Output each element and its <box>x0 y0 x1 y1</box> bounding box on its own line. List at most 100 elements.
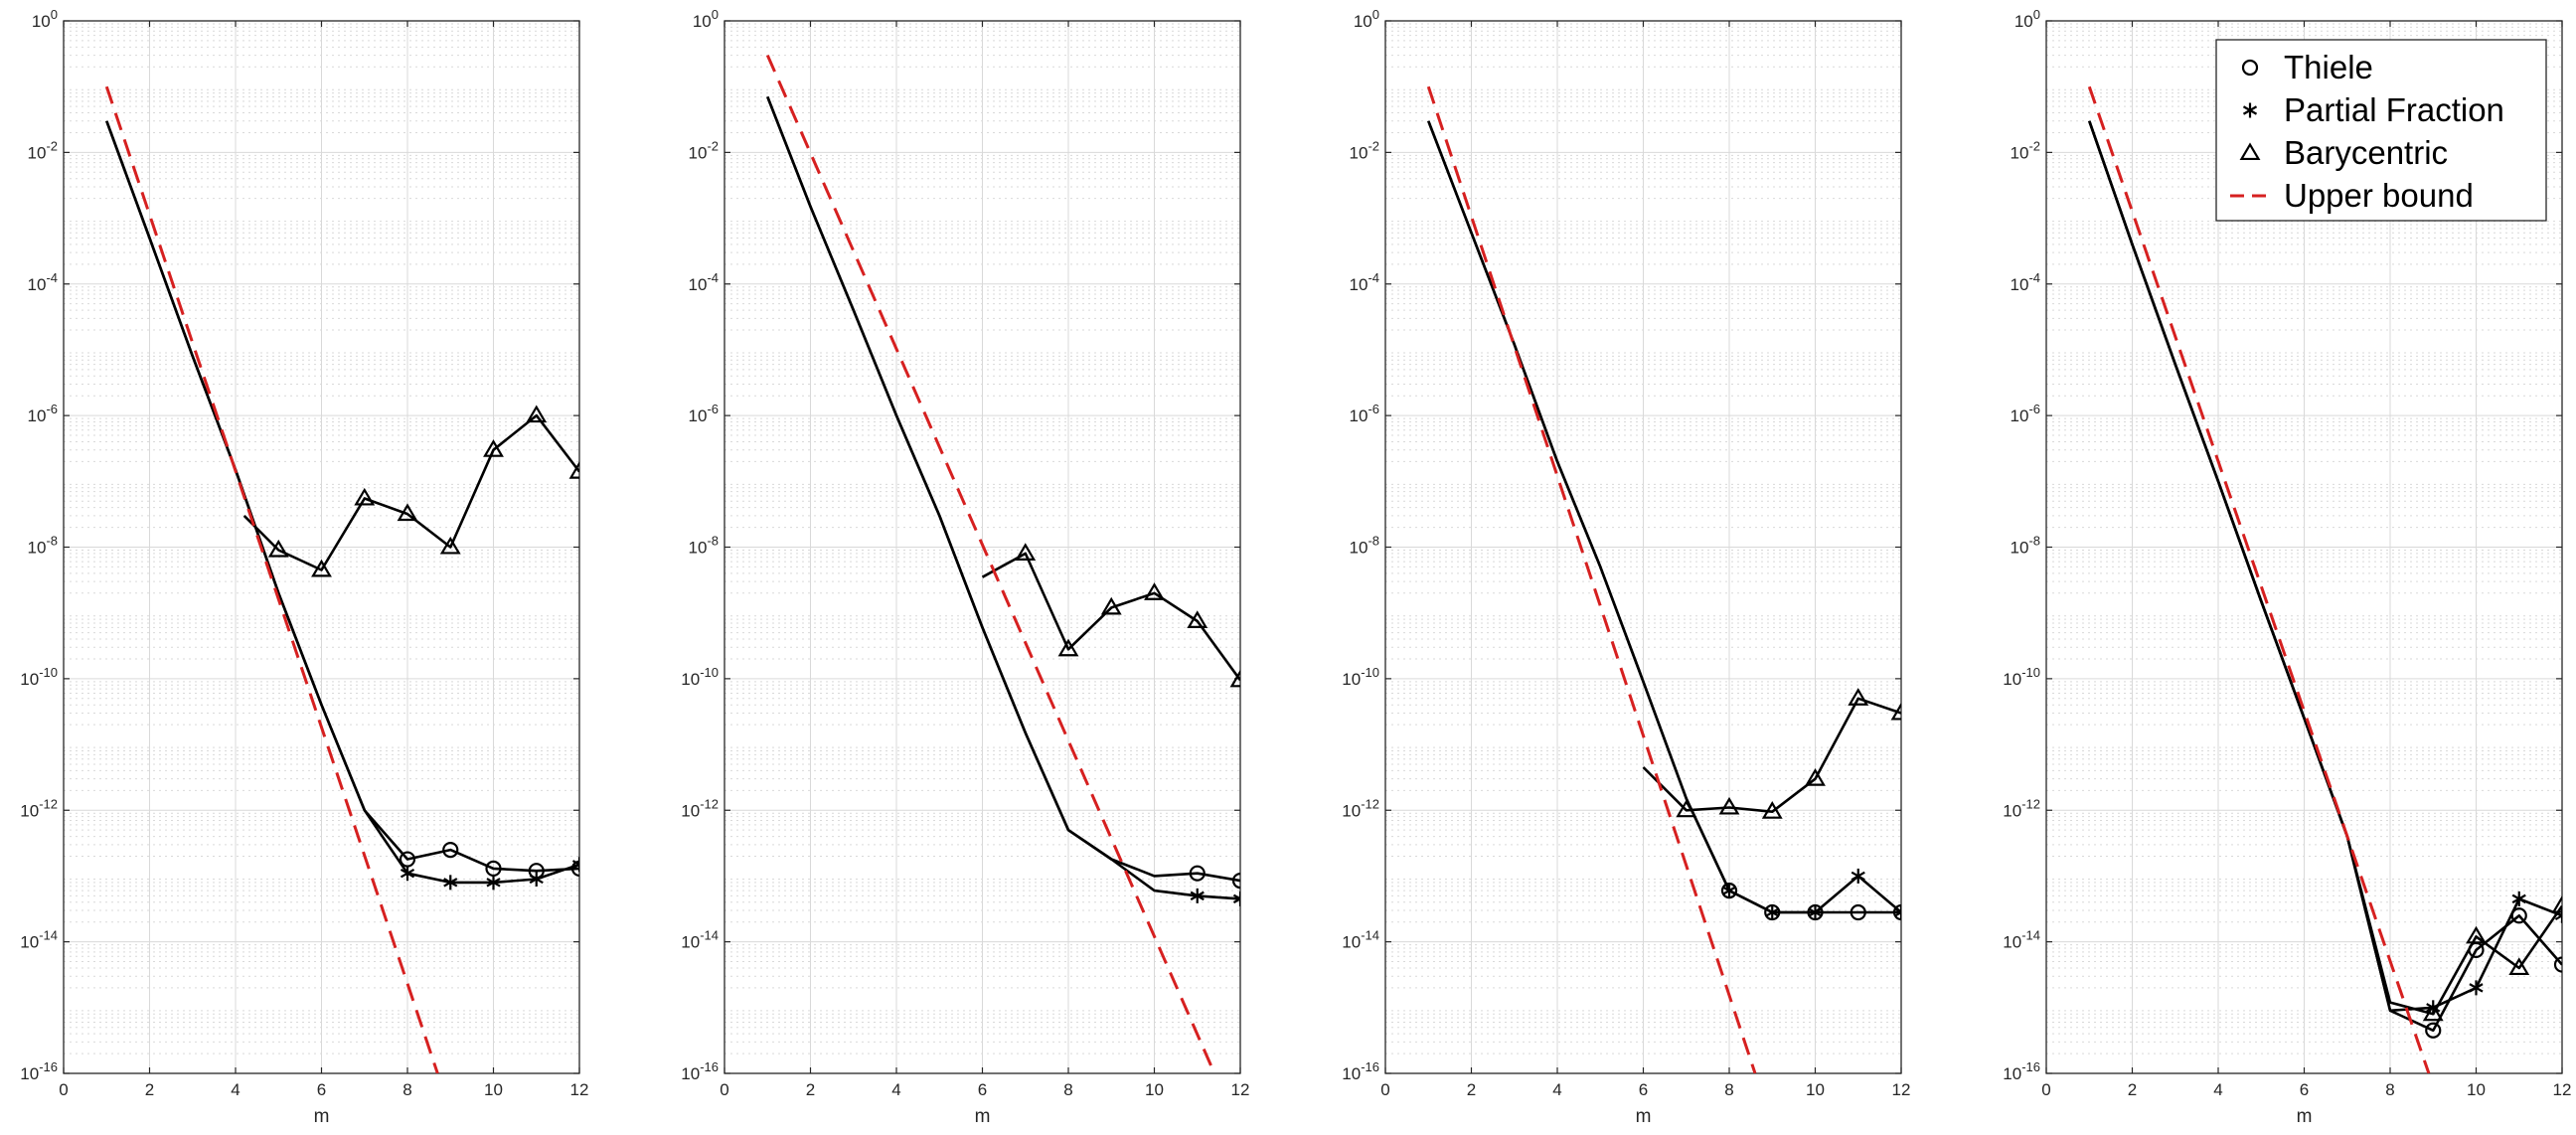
data-point-barycentric <box>1676 799 1697 818</box>
legend-item-barycentric: Barycentric <box>2239 134 2448 171</box>
data-point-barycentric <box>1187 610 1208 629</box>
y-tick-exponent: -14 <box>1361 928 1379 943</box>
asterisk-stroke <box>529 874 544 885</box>
legend-label: Barycentric <box>2284 134 2448 171</box>
data-point-thiele <box>1231 873 1240 890</box>
y-tick-exponent: -16 <box>700 1059 719 1074</box>
x-axis-label: m <box>314 1106 330 1127</box>
major-grid <box>724 20 1241 1074</box>
y-tick-exponent: -8 <box>707 534 719 549</box>
x-tick-label: 8 <box>2385 1080 2394 1099</box>
series-line-upper-bound <box>104 85 439 1073</box>
data-point-barycentric <box>1890 702 1901 721</box>
data-point-partial-fraction <box>1893 904 1901 920</box>
x-axis-label: m <box>975 1106 991 1127</box>
y-tick-exponent: -14 <box>700 928 719 943</box>
data-point-barycentric <box>1805 768 1826 786</box>
series-line-partial-fraction <box>766 95 1240 900</box>
asterisk-stroke <box>571 863 579 870</box>
data-point-thiele <box>1189 865 1206 882</box>
asterisk-stroke <box>486 878 501 888</box>
asterisk-stroke <box>1721 886 1737 895</box>
x-axis-label: m <box>2297 1106 2313 1127</box>
data-point-thiele <box>1850 903 1866 921</box>
y-tick-exponent: -6 <box>707 402 719 416</box>
x-tick-label: 8 <box>402 1080 411 1099</box>
asterisk-stroke <box>1893 907 1901 914</box>
series-group <box>765 54 1240 1073</box>
x-tick-label: 8 <box>1063 1080 1072 1099</box>
data-point-barycentric <box>2508 957 2530 976</box>
x-tick-label: 2 <box>1467 1080 1476 1099</box>
y-tick-exponent: -2 <box>1368 138 1379 153</box>
asterisk-stroke <box>443 878 458 888</box>
series-group <box>1426 85 1901 1073</box>
y-tick-exponent: -10 <box>700 665 719 680</box>
y-tick-exponent: -12 <box>1361 796 1379 811</box>
data-point-barycentric <box>1761 801 1783 819</box>
asterisk-stroke <box>1808 907 1823 917</box>
legend-label: Thiele <box>2284 49 2373 85</box>
asterisk-stroke <box>1232 897 1240 904</box>
asterisk-stroke <box>2554 914 2562 920</box>
x-tick-label: 2 <box>806 1080 815 1099</box>
data-point-partial-fraction <box>1232 891 1240 906</box>
series-line-upper-bound <box>765 54 1216 1073</box>
data-point-partial-fraction <box>1190 888 1205 903</box>
x-tick-label: 6 <box>2300 1080 2309 1099</box>
asterisk-stroke <box>1893 910 1901 917</box>
x-tick-label: 10 <box>484 1080 503 1099</box>
subplot-4: 0 2 4 6 8 10 1210-1610-1410-1210-1010-810-610-… <box>2003 7 2571 1127</box>
x-tick-label: 2 <box>145 1080 154 1099</box>
data-point-thiele <box>2425 1022 2442 1039</box>
x-tick-label: 0 <box>2041 1080 2050 1099</box>
x-tick-label: 0 <box>720 1080 728 1099</box>
data-point-barycentric <box>397 503 418 522</box>
legend-item-upper-bound: Upper bound <box>2230 177 2474 214</box>
x-tick-label: 12 <box>2553 1080 2572 1099</box>
y-tick-exponent: -2 <box>2028 138 2040 153</box>
data-point-thiele <box>570 860 579 877</box>
y-tick-exponent: -10 <box>2021 665 2040 680</box>
data-point-barycentric <box>1015 543 1037 561</box>
x-tick-label: 2 <box>2128 1080 2137 1099</box>
x-tick-label: 10 <box>1145 1080 1164 1099</box>
asterisk-stroke <box>571 860 579 867</box>
legend-label: Partial Fraction <box>2284 91 2504 128</box>
asterisk-stroke <box>2469 983 2484 993</box>
y-tick-exponent: -10 <box>39 665 58 680</box>
data-point-partial-fraction <box>2469 980 2484 996</box>
legend: Thiele Partial Fraction Barycentric Upper b… <box>2215 39 2547 222</box>
data-point-barycentric <box>1848 688 1869 706</box>
data-point-barycentric <box>2466 925 2487 944</box>
legend-circle-marker <box>2241 59 2259 77</box>
legend-box <box>2215 39 2547 222</box>
y-tick-exponent: -10 <box>1361 665 1379 680</box>
legend-triangle-marker <box>2239 142 2261 161</box>
legend-asterisk-marker <box>2242 102 2258 118</box>
x-tick-label: 8 <box>1724 1080 1733 1099</box>
data-point-barycentric <box>1718 796 1740 815</box>
x-tick-label: 0 <box>1380 1080 1389 1099</box>
data-point-thiele <box>442 841 459 859</box>
y-tick-exponent: -16 <box>1361 1059 1379 1074</box>
data-point-barycentric <box>1100 596 1122 615</box>
asterisk-stroke <box>1765 907 1780 917</box>
data-point-thiele <box>1892 903 1901 921</box>
y-tick-exponent: 0 <box>712 7 719 22</box>
x-tick-label: 6 <box>1639 1080 1648 1099</box>
data-point-barycentric <box>483 439 504 457</box>
data-point-thiele <box>2553 956 2562 973</box>
x-tick-label: 6 <box>317 1080 326 1099</box>
y-tick-exponent: -12 <box>700 796 719 811</box>
y-tick-exponent: -14 <box>39 928 58 943</box>
y-tick-exponent: -8 <box>2028 534 2040 549</box>
y-tick-exponent: -14 <box>2021 928 2040 943</box>
y-tick-exponent: 0 <box>2033 7 2040 22</box>
data-point-partial-fraction <box>1808 904 1823 920</box>
subplot-3: 0 2 4 6 8 10 1210-1610-1410-1210-1010-810-610-… <box>1342 7 1910 1127</box>
y-tick-exponent: -12 <box>2021 796 2040 811</box>
x-tick-label: 4 <box>1552 1080 1561 1099</box>
asterisk-stroke <box>1232 893 1240 900</box>
y-tick-exponent: -4 <box>46 270 58 285</box>
